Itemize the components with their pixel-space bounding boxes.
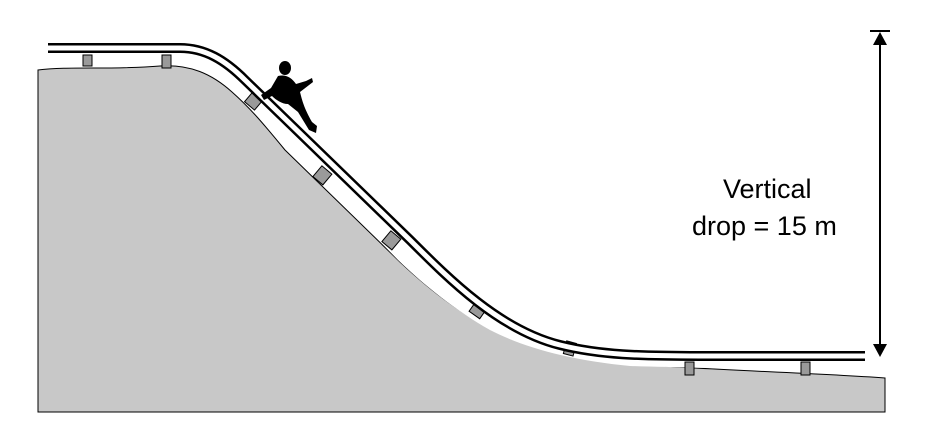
drop-label-line2: drop = 15 m — [692, 211, 837, 241]
support-post-4 — [312, 165, 333, 186]
drop-label-line1: Vertical — [723, 174, 812, 204]
arrow-head-up — [873, 32, 887, 45]
vertical-drop-arrow — [870, 30, 890, 357]
support-post-1 — [82, 54, 93, 67]
person-silhouette — [261, 61, 317, 133]
support-post-8 — [684, 361, 695, 376]
person-head — [279, 61, 291, 75]
support-post-5 — [381, 230, 402, 251]
person-body — [261, 75, 317, 133]
support-post-9 — [800, 361, 811, 376]
slide-rail-inner — [48, 45, 865, 359]
under-rail-gap — [248, 92, 870, 372]
arrow-head-down — [873, 344, 887, 357]
support-post-2 — [161, 54, 172, 69]
